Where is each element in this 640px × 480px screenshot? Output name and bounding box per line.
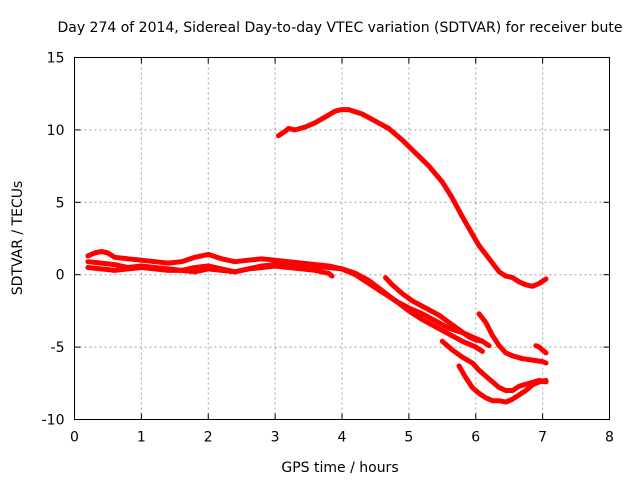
chart-title: Day 274 of 2014, Sidereal Day-to-day VTE…	[57, 20, 622, 36]
y-axis-label: SDTVAR / TECUs	[10, 181, 26, 296]
x-tick-label: 0	[70, 430, 79, 446]
y-tick-label: 5	[56, 195, 65, 211]
y-tick-label: 10	[47, 123, 65, 139]
y-tick-label: 15	[47, 51, 65, 67]
series-tail-low	[439, 338, 549, 393]
x-tick-label: 6	[471, 430, 480, 446]
y-tick-label: -10	[42, 413, 65, 429]
series-tail-bottom	[456, 363, 549, 405]
x-tick-label: 1	[137, 430, 146, 446]
series-tail-mid	[476, 311, 549, 366]
x-axis-label: GPS time / hours	[281, 460, 398, 476]
series-arc-high	[276, 107, 549, 289]
y-tick-label: -5	[51, 340, 65, 356]
y-tick-label: 0	[56, 268, 65, 284]
x-tick-label: 8	[605, 430, 614, 446]
x-tick-label: 2	[204, 430, 213, 446]
x-tick-label: 5	[404, 430, 413, 446]
series-base-a	[85, 249, 485, 344]
series-base-c	[85, 263, 335, 279]
x-tick-label: 4	[338, 430, 347, 446]
axis-ticks: 0 1 2 3 4 5 6 7 8 -10 -5 0 5 10 15	[42, 51, 614, 446]
series-drop-upper	[383, 275, 492, 349]
x-tick-label: 3	[271, 430, 280, 446]
data-series	[85, 107, 549, 405]
series-tail-end	[533, 343, 549, 356]
x-tick-label: 7	[538, 430, 547, 446]
